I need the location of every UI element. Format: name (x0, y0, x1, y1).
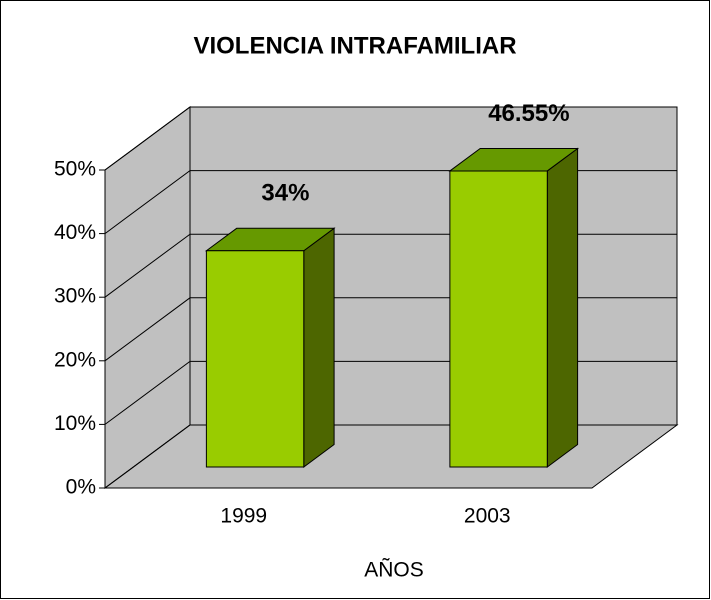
bar (204, 227, 336, 468)
y-tick-label: 50% (54, 158, 96, 181)
x-axis-label: AÑOS (364, 558, 424, 582)
y-tick-label: 40% (54, 221, 96, 244)
x-tick-label: 2003 (464, 505, 511, 528)
y-tick-label: 30% (54, 285, 96, 308)
bar-side (303, 227, 335, 468)
value-label: 46.55% (488, 100, 569, 127)
bar (448, 147, 580, 468)
side-wall (104, 106, 191, 489)
bar-front (449, 170, 548, 468)
bar-front (205, 250, 305, 468)
y-tick-label: 20% (54, 348, 96, 371)
value-label: 34% (261, 180, 309, 207)
bar-side (546, 147, 579, 468)
x-tick-label: 1999 (220, 505, 267, 528)
y-tick-label: 0% (66, 476, 96, 499)
y-tick-label: 10% (54, 412, 96, 435)
floor (103, 424, 679, 489)
chart-title: VIOLENCIA INTRAFAMILIAR (193, 32, 516, 59)
grid-line (104, 106, 677, 171)
